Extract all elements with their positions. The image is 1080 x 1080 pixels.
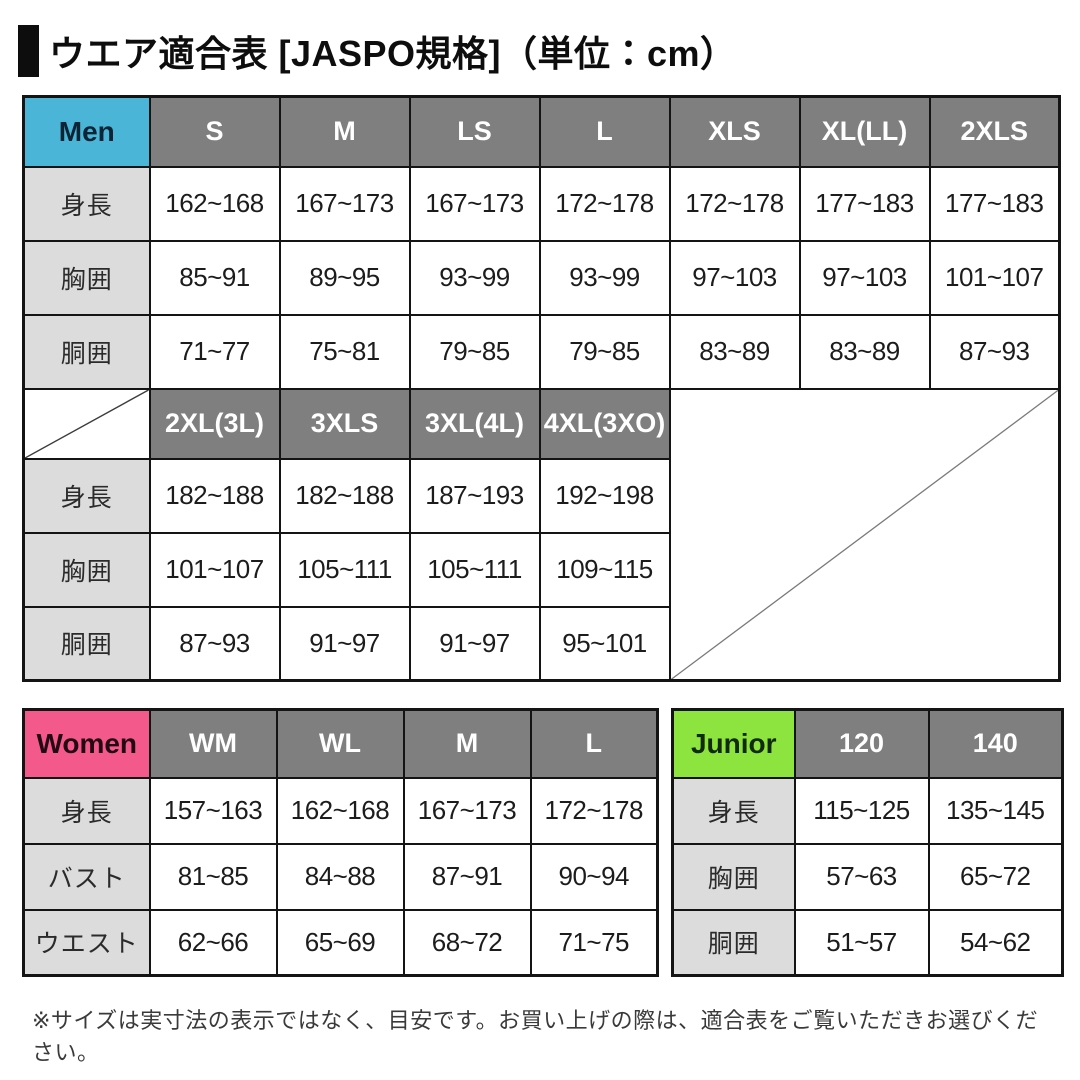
size-value: 84~88 [275,842,405,911]
lower-tables-row: Women WM WL M L 身長 157~163 162~168 167~1… [22,708,1064,977]
size-value: 62~66 [148,908,278,977]
size-value: 65~69 [275,908,405,977]
size-value: 87~93 [928,313,1061,390]
row-label-height: 身長 [22,776,151,845]
size-value: 157~163 [148,776,278,845]
men-corner-cell: Men [22,95,151,168]
size-value: 87~93 [148,605,281,682]
page-title: ウエア適合表 [JASPO規格]（単位：cm） [49,33,737,74]
row-label-chest: 胸囲 [22,531,151,608]
men-size-header: M [278,95,411,168]
men-size-header: S [148,95,281,168]
row-label-height: 身長 [22,457,151,534]
size-value: 71~75 [529,908,659,977]
size-value: 71~77 [148,313,281,390]
row-label-chest: 胸囲 [22,239,151,316]
size-value: 167~173 [402,776,532,845]
women-size-header: WM [148,708,278,779]
diagonal-corner-cell [22,387,151,460]
size-value: 172~178 [529,776,659,845]
men-size-header: 2XL(3L) [148,387,281,460]
men-size-header: LS [408,95,541,168]
size-value: 93~99 [408,239,541,316]
junior-size-table: Junior 120 140 身長 115~125 135~145 胸囲 57~… [671,708,1064,977]
size-value: 97~103 [798,239,931,316]
men-size-table: Men S M LS L XLS XL(LL) 2XLS 身長 162~168 … [22,95,1061,682]
size-value: 65~72 [927,842,1064,911]
empty-diagonal-cell [668,387,1061,682]
size-value: 57~63 [793,842,930,911]
size-value: 192~198 [538,457,671,534]
size-value: 91~97 [278,605,411,682]
women-size-table: Women WM WL M L 身長 157~163 162~168 167~1… [22,708,659,977]
size-value: 54~62 [927,908,1064,977]
size-value: 81~85 [148,842,278,911]
junior-size-header: 120 [793,708,930,779]
size-value: 187~193 [408,457,541,534]
size-value: 115~125 [793,776,930,845]
women-size-header: M [402,708,532,779]
row-label-chest: 胸囲 [671,842,796,911]
row-label-height: 身長 [671,776,796,845]
women-size-header: L [529,708,659,779]
size-value: 135~145 [927,776,1064,845]
men-size-header: XLS [668,95,801,168]
size-value: 182~188 [278,457,411,534]
size-value: 101~107 [148,531,281,608]
size-value: 172~178 [538,165,671,242]
size-value: 95~101 [538,605,671,682]
row-label-bust: バスト [22,842,151,911]
junior-corner-cell: Junior [671,708,796,779]
size-value: 90~94 [529,842,659,911]
size-value: 87~91 [402,842,532,911]
row-label-waist: 胴囲 [671,908,796,977]
size-value: 105~111 [408,531,541,608]
size-value: 68~72 [402,908,532,977]
size-value: 177~183 [798,165,931,242]
men-size-header: L [538,95,671,168]
women-corner-cell: Women [22,708,151,779]
footnote: ※サイズは実寸法の表示ではなく、目安です。お買い上げの際は、適合表をご覧いただき… [32,1008,1039,1065]
men-size-header: 3XL(4L) [408,387,541,460]
diagonal-line-icon [671,390,1059,680]
size-value: 97~103 [668,239,801,316]
diagonal-line-icon [25,390,149,458]
page-title-row: ウエア適合表 [JASPO規格]（単位：cm） [18,22,1058,80]
size-value: 79~85 [408,313,541,390]
size-value: 172~178 [668,165,801,242]
size-value: 91~97 [408,605,541,682]
junior-size-header: 140 [927,708,1064,779]
row-label-waist: 胴囲 [22,313,151,390]
size-value: 182~188 [148,457,281,534]
row-label-height: 身長 [22,165,151,242]
men-size-header: 2XLS [928,95,1061,168]
size-value: 93~99 [538,239,671,316]
size-value: 89~95 [278,239,411,316]
men-size-header: 3XLS [278,387,411,460]
size-value: 167~173 [278,165,411,242]
size-value: 79~85 [538,313,671,390]
men-size-header: 4XL(3XO) [538,387,671,460]
size-value: 167~173 [408,165,541,242]
size-value: 83~89 [798,313,931,390]
size-value: 162~168 [148,165,281,242]
size-value: 162~168 [275,776,405,845]
size-value: 51~57 [793,908,930,977]
men-size-header: XL(LL) [798,95,931,168]
size-value: 177~183 [928,165,1061,242]
row-label-waist: ウエスト [22,908,151,977]
row-label-waist: 胴囲 [22,605,151,682]
size-value: 105~111 [278,531,411,608]
size-value: 109~115 [538,531,671,608]
size-value: 75~81 [278,313,411,390]
size-value: 83~89 [668,313,801,390]
women-size-header: WL [275,708,405,779]
size-value: 101~107 [928,239,1061,316]
title-accent-bar [18,25,39,77]
size-value: 85~91 [148,239,281,316]
